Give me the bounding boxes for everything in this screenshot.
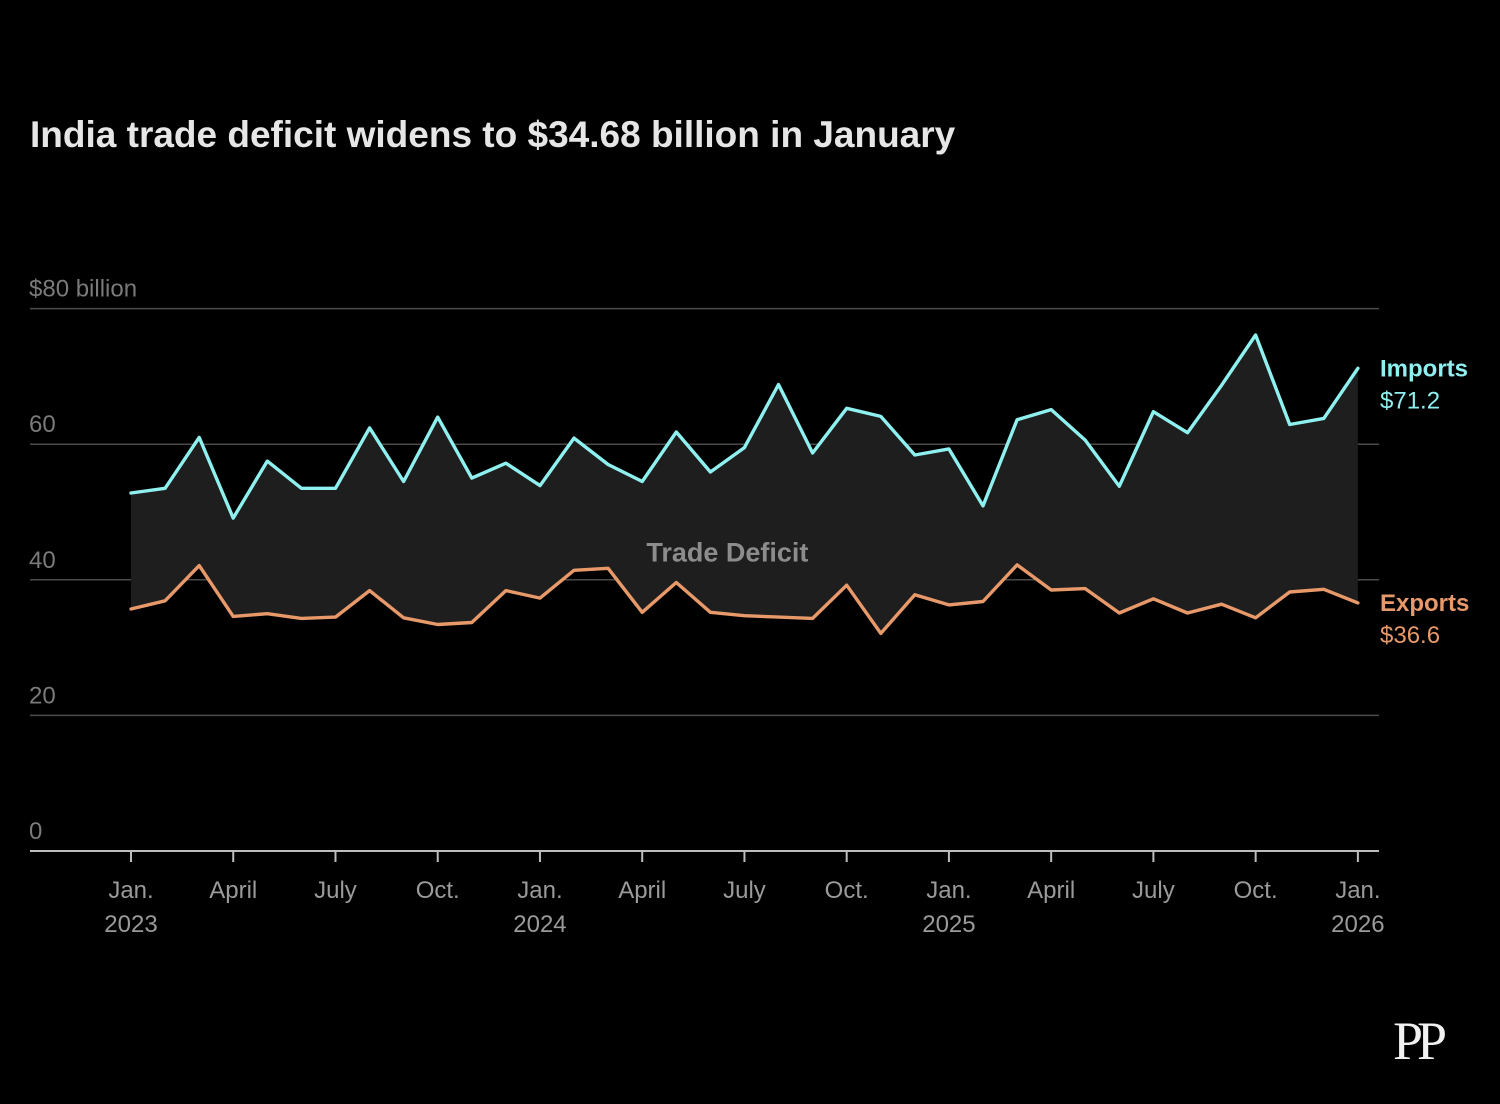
x-tick-label: Jan. <box>108 877 153 904</box>
x-tick-label: April <box>1027 877 1075 904</box>
y-tick-label: 40 <box>29 547 56 574</box>
x-tick-label: July <box>1132 877 1175 904</box>
deficit-area <box>131 335 1358 634</box>
y-tick-label: 0 <box>29 818 42 845</box>
x-tick-year: 2023 <box>104 911 157 938</box>
chart-title: India trade deficit widens to $34.68 bil… <box>30 114 956 155</box>
y-tick-label: 20 <box>29 682 56 709</box>
imports-line <box>129 333 1360 520</box>
imports-label: Imports <box>1380 355 1468 382</box>
series-lines <box>129 333 1360 636</box>
x-tick-label: July <box>723 877 766 904</box>
x-tick-label: Oct. <box>416 877 460 904</box>
x-tick-label: Jan. <box>517 877 562 904</box>
x-tick-year: 2024 <box>513 911 566 938</box>
x-tick-label: April <box>209 877 257 904</box>
x-tick-label: July <box>314 877 357 904</box>
x-tick-label: Oct. <box>825 877 869 904</box>
y-tick-label: 60 <box>29 411 56 438</box>
x-tick-label: Oct. <box>1234 877 1278 904</box>
imports-last-value: $71.2 <box>1380 387 1440 414</box>
exports-label: Exports <box>1380 590 1469 617</box>
x-axis: Jan. 2023 April July Oct. Jan. 2024 April July Oc… <box>104 851 1385 938</box>
exports-line <box>129 563 1360 636</box>
x-tick-label: April <box>618 877 666 904</box>
trade-deficit-label: Trade Deficit <box>646 538 808 568</box>
exports-last-value: $36.6 <box>1380 622 1440 649</box>
publisher-logo: PP <box>1393 1011 1447 1071</box>
trade-deficit-band <box>131 335 1358 634</box>
x-tick-label: Jan. <box>1335 877 1380 904</box>
x-tick-year: 2026 <box>1331 911 1384 938</box>
y-tick-label: $80 billion <box>29 276 137 303</box>
series-end-labels: Imports $71.2 Exports $36.6 <box>1380 355 1469 649</box>
x-tick-label: Jan. <box>926 877 971 904</box>
x-tick-year: 2025 <box>922 911 975 938</box>
